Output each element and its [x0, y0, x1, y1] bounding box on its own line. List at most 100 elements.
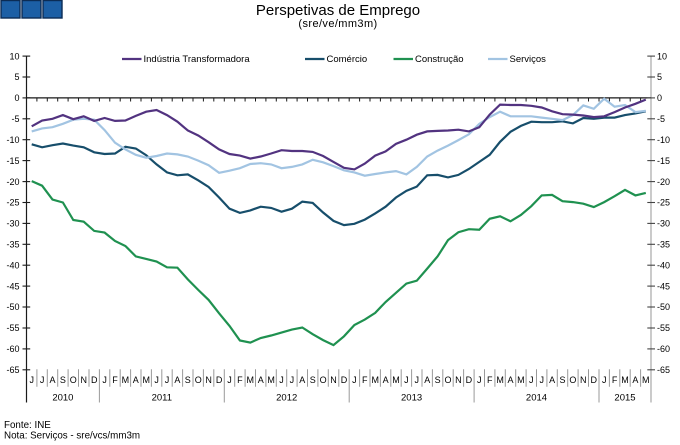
svg-text:A: A	[174, 375, 180, 385]
svg-text:-30: -30	[657, 219, 670, 229]
svg-text:J: J	[415, 375, 420, 385]
svg-text:2010: 2010	[52, 393, 73, 404]
svg-text:J: J	[602, 375, 607, 385]
svg-text:-65: -65	[6, 365, 19, 375]
svg-text:M: M	[496, 375, 504, 385]
svg-text:D: D	[341, 375, 348, 385]
svg-text:-55: -55	[6, 323, 19, 333]
svg-text:A: A	[549, 375, 555, 385]
svg-text:A: A	[133, 375, 139, 385]
svg-text:J: J	[29, 375, 34, 385]
svg-text:O: O	[195, 375, 202, 385]
svg-text:S: S	[559, 375, 565, 385]
svg-text:D: D	[466, 375, 473, 385]
svg-text:Fonte: INE: Fonte: INE	[4, 420, 51, 431]
svg-text:J: J	[290, 375, 295, 385]
svg-text:J: J	[279, 375, 284, 385]
svg-text:Indústria Transformadora: Indústria Transformadora	[144, 54, 251, 65]
svg-text:J: J	[227, 375, 232, 385]
svg-text:N: N	[580, 375, 587, 385]
svg-text:D: D	[591, 375, 598, 385]
svg-text:Construção: Construção	[415, 54, 464, 65]
svg-text:O: O	[320, 375, 327, 385]
svg-text:2013: 2013	[401, 393, 422, 404]
svg-text:S: S	[185, 375, 191, 385]
svg-text:10: 10	[657, 51, 667, 61]
svg-text:-25: -25	[6, 198, 19, 208]
svg-text:-15: -15	[6, 156, 19, 166]
svg-text:F: F	[112, 375, 118, 385]
svg-text:M: M	[517, 375, 525, 385]
svg-text:Perspetivas de Emprego: Perspetivas de Emprego	[256, 2, 420, 19]
svg-text:-35: -35	[6, 240, 19, 250]
svg-text:-5: -5	[11, 114, 19, 124]
svg-text:Comércio: Comércio	[327, 54, 368, 65]
svg-text:M: M	[642, 375, 650, 385]
svg-text:A: A	[424, 375, 430, 385]
svg-text:5: 5	[657, 72, 662, 82]
svg-text:M: M	[142, 375, 150, 385]
svg-text:A: A	[632, 375, 638, 385]
svg-text:0: 0	[657, 93, 662, 103]
svg-text:S: S	[310, 375, 316, 385]
svg-text:J: J	[529, 375, 534, 385]
svg-text:-10: -10	[657, 135, 670, 145]
svg-text:2015: 2015	[614, 393, 635, 404]
svg-text:J: J	[404, 375, 409, 385]
svg-text:-25: -25	[657, 198, 670, 208]
svg-text:J: J	[102, 375, 107, 385]
svg-text:S: S	[60, 375, 66, 385]
svg-text:N: N	[80, 375, 87, 385]
svg-text:M: M	[267, 375, 275, 385]
svg-text:J: J	[154, 375, 159, 385]
svg-text:-20: -20	[6, 177, 19, 187]
svg-text:M: M	[621, 375, 629, 385]
svg-text:O: O	[569, 375, 576, 385]
svg-text:O: O	[70, 375, 77, 385]
svg-text:D: D	[216, 375, 223, 385]
svg-text:(sre/ve/mm3m): (sre/ve/mm3m)	[298, 18, 377, 30]
svg-text:M: M	[392, 375, 400, 385]
svg-text:-45: -45	[6, 281, 19, 291]
svg-text:-35: -35	[657, 240, 670, 250]
svg-text:-65: -65	[657, 365, 670, 375]
svg-text:2011: 2011	[152, 393, 172, 404]
svg-text:N: N	[330, 375, 337, 385]
svg-text:-60: -60	[6, 344, 19, 354]
svg-text:Serviços: Serviços	[510, 54, 547, 65]
svg-text:A: A	[258, 375, 264, 385]
svg-text:J: J	[477, 375, 482, 385]
svg-text:F: F	[237, 375, 243, 385]
svg-text:-20: -20	[657, 177, 670, 187]
svg-text:O: O	[444, 375, 451, 385]
svg-text:N: N	[205, 375, 212, 385]
svg-text:Nota: Serviços - sre/vcs/mm3m: Nota: Serviços - sre/vcs/mm3m	[4, 431, 140, 442]
svg-text:M: M	[122, 375, 130, 385]
svg-text:D: D	[91, 375, 98, 385]
svg-text:F: F	[612, 375, 618, 385]
svg-text:-5: -5	[657, 114, 665, 124]
svg-text:N: N	[455, 375, 462, 385]
svg-text:J: J	[352, 375, 357, 385]
svg-text:J: J	[539, 375, 544, 385]
svg-text:-50: -50	[657, 302, 670, 312]
svg-text:F: F	[487, 375, 493, 385]
svg-text:A: A	[383, 375, 389, 385]
svg-text:F: F	[362, 375, 368, 385]
svg-text:-40: -40	[6, 260, 19, 270]
svg-text:A: A	[49, 375, 55, 385]
svg-text:-45: -45	[657, 281, 670, 291]
svg-text:J: J	[165, 375, 170, 385]
svg-text:-15: -15	[657, 156, 670, 166]
svg-text:-55: -55	[657, 323, 670, 333]
svg-text:2012: 2012	[276, 393, 297, 404]
svg-text:2014: 2014	[526, 393, 547, 404]
svg-text:-40: -40	[657, 260, 670, 270]
svg-text:J: J	[40, 375, 45, 385]
svg-text:M: M	[247, 375, 255, 385]
svg-text:10: 10	[9, 51, 19, 61]
svg-text:-50: -50	[6, 302, 19, 312]
svg-text:A: A	[299, 375, 305, 385]
svg-text:S: S	[435, 375, 441, 385]
svg-text:-10: -10	[6, 135, 19, 145]
